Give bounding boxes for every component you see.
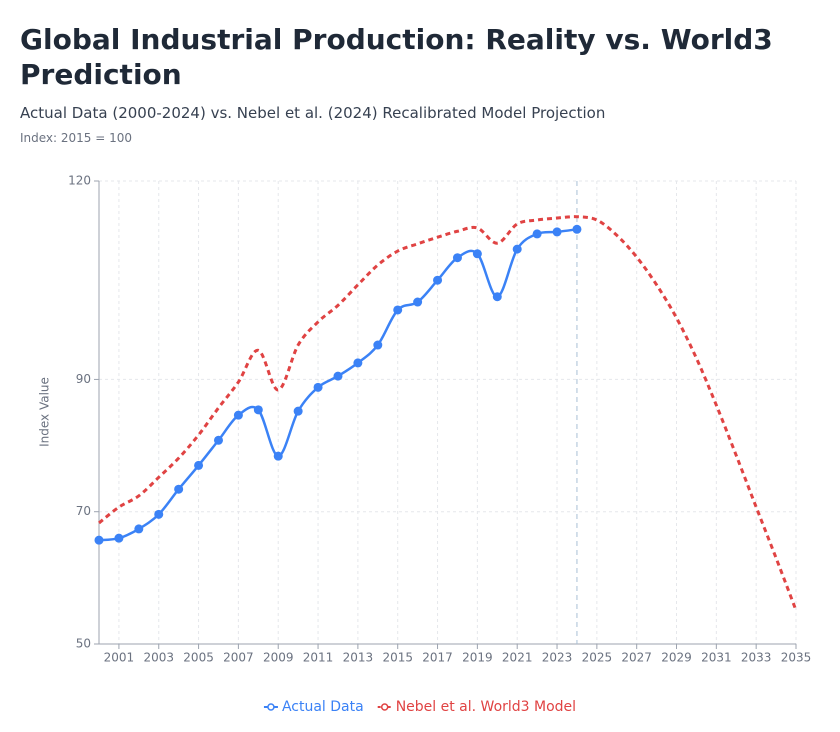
x-tick-label: 2001 (104, 651, 135, 665)
data-point (353, 358, 363, 368)
data-point (433, 275, 443, 285)
y-tick-label: 120 (68, 174, 91, 188)
x-tick-label: 2015 (382, 651, 413, 665)
x-tick-label: 2025 (582, 651, 613, 665)
data-point (174, 484, 184, 494)
data-point (134, 524, 144, 534)
x-tick-label: 2007 (223, 651, 254, 665)
data-point (333, 371, 343, 381)
data-point (94, 535, 104, 545)
data-point (552, 227, 562, 237)
data-point (233, 410, 243, 420)
x-tick-label: 2023 (542, 651, 573, 665)
data-point (472, 249, 482, 259)
data-point (154, 509, 164, 519)
data-point (273, 451, 283, 461)
data-point (253, 405, 263, 415)
data-point (313, 382, 323, 392)
data-point (373, 340, 383, 350)
y-tick-label: 70 (76, 504, 91, 518)
legend-swatch-marker (267, 703, 275, 711)
series-line (98, 215, 798, 611)
legend-swatch-marker (380, 703, 389, 711)
x-tick-label: 2031 (701, 651, 732, 665)
x-tick-label: 2029 (661, 651, 692, 665)
x-tick-label: 2005 (183, 651, 214, 665)
chart-title: Global Industrial Production: Reality vs… (20, 23, 773, 91)
y-tick-label: 50 (76, 637, 91, 651)
x-tick-label: 2013 (343, 651, 374, 665)
x-tick-label: 2021 (502, 651, 533, 665)
data-point (492, 292, 502, 302)
x-tick-label: 2009 (263, 651, 294, 665)
data-point (572, 224, 582, 234)
y-axis-label: Index Value (38, 377, 52, 447)
chart-note: Index: 2015 = 100 (20, 131, 133, 145)
x-tick-label: 2011 (303, 651, 334, 665)
legend-item: Nebel et al. World3 Model (377, 699, 576, 715)
x-tick-label: 2033 (741, 651, 772, 665)
x-tick-label: 2035 (781, 651, 812, 665)
legend-label: Nebel et al. World3 Model (396, 699, 576, 715)
legend-label: Actual Data (282, 699, 364, 715)
series-line (98, 228, 578, 542)
x-tick-label: 2003 (143, 651, 174, 665)
legend-item: Actual Data (263, 699, 364, 715)
data-point (293, 406, 303, 416)
chart-subtitle: Actual Data (2000-2024) vs. Nebel et al.… (20, 104, 606, 122)
data-point (114, 533, 124, 543)
data-point (452, 253, 462, 263)
x-tick-label: 2019 (462, 651, 493, 665)
y-tick-label: 90 (76, 372, 91, 386)
legend: Actual Data Nebel et al. World3 Model (263, 699, 576, 715)
data-point (413, 297, 423, 307)
data-point (213, 435, 223, 445)
data-point (532, 229, 542, 239)
data-point (512, 244, 522, 254)
data-point (194, 460, 204, 470)
x-tick-label: 2017 (422, 651, 453, 665)
x-tick-label: 2027 (621, 651, 652, 665)
data-point (393, 305, 403, 315)
